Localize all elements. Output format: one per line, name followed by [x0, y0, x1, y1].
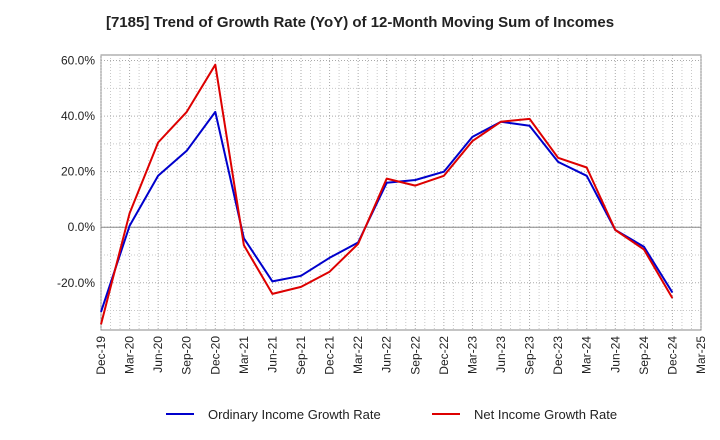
x-tick-label: Dec-19 — [94, 336, 108, 375]
x-tick-label: Sep-24 — [637, 336, 651, 375]
x-tick-label: Mar-25 — [694, 336, 708, 374]
x-tick-label: Mar-23 — [465, 336, 479, 374]
series-line-2 — [100, 63, 674, 325]
x-tick-label: Sep-21 — [294, 336, 308, 375]
legend: Ordinary Income Growth Rate Net Income Gr… — [166, 407, 617, 422]
x-tick-label: Dec-22 — [437, 336, 451, 375]
x-axis: Dec-19 Mar-20 Jun-20 Sep-20 Dec-20 Mar-21 Jun-… — [94, 336, 708, 375]
x-tick-label: Jun-24 — [608, 336, 622, 373]
legend-label: Net Income Growth Rate — [474, 407, 617, 422]
series-layer — [100, 63, 674, 325]
x-tick-label: Jun-20 — [151, 336, 165, 373]
chart-title: [7185] Trend of Growth Rate (YoY) of 12-… — [105, 14, 615, 31]
x-tick-label: Dec-23 — [551, 336, 565, 375]
x-tick-label: Sep-20 — [180, 336, 194, 375]
grid-layer — [100, 55, 702, 330]
y-tick-label: 0.0% — [68, 220, 96, 234]
x-tick-label: Mar-21 — [237, 336, 251, 374]
x-tick-label: Mar-22 — [351, 336, 365, 374]
series-line-1 — [100, 110, 674, 313]
x-tick-label: Dec-24 — [665, 336, 679, 375]
x-tick-label: Dec-20 — [208, 336, 222, 375]
x-tick-label: Dec-21 — [323, 336, 337, 375]
x-tick-label: Mar-24 — [580, 336, 594, 374]
x-tick-label: Mar-20 — [123, 336, 137, 374]
x-tick-label: Jun-23 — [494, 336, 508, 373]
y-axis: 60.0% 40.0% 20.0% 0.0% -20.0% — [57, 54, 95, 290]
y-tick-label: 60.0% — [61, 54, 95, 68]
y-tick-label: 20.0% — [61, 165, 95, 179]
plot-area — [100, 54, 702, 331]
legend-label: Ordinary Income Growth Rate — [208, 407, 381, 422]
x-tick-label: Jun-22 — [380, 336, 394, 373]
x-tick-label: Jun-21 — [265, 336, 279, 373]
y-tick-label: 40.0% — [61, 109, 95, 123]
x-tick-label: Sep-23 — [523, 336, 537, 375]
x-tick-label: Sep-22 — [408, 336, 422, 375]
y-tick-label: -20.0% — [57, 276, 95, 290]
